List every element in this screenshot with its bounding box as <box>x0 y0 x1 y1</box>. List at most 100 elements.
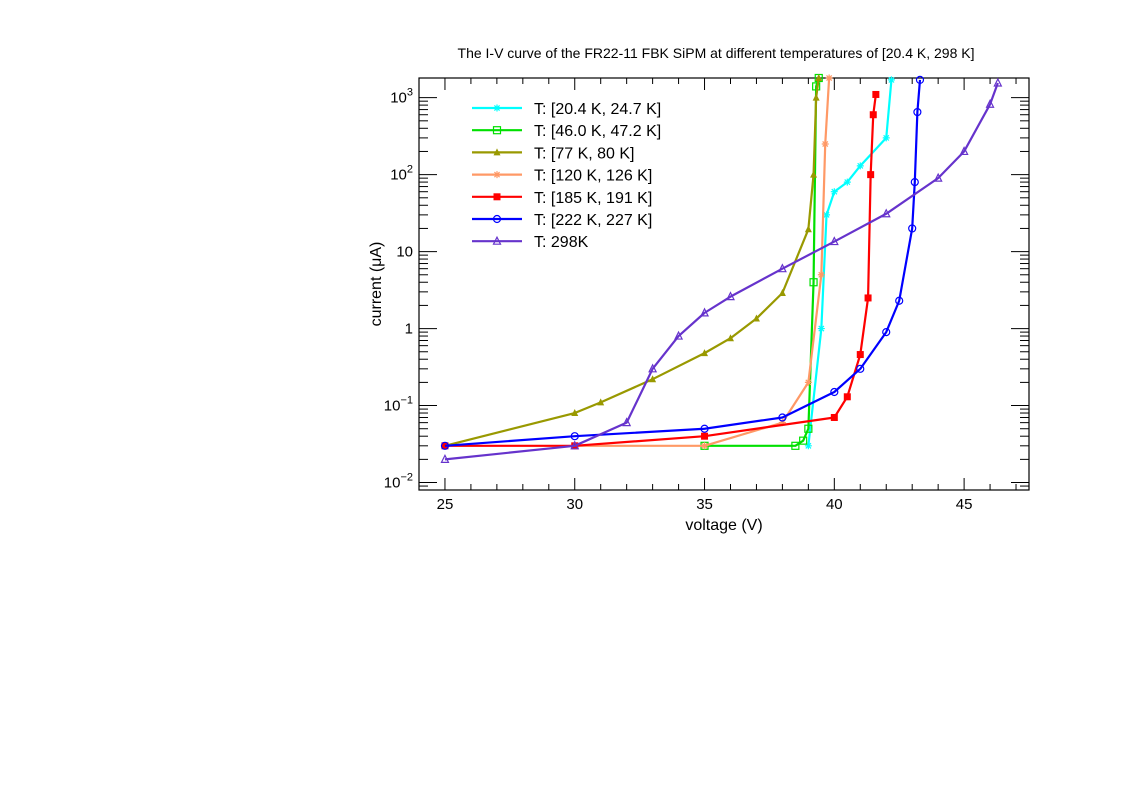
data-point <box>869 111 877 119</box>
data-point <box>701 432 709 440</box>
y-axis-label: current (μA) <box>368 242 385 327</box>
legend-swatch-marker <box>492 214 502 224</box>
series-1 <box>804 76 895 450</box>
data-point <box>570 432 579 441</box>
data-point <box>908 224 917 233</box>
data-point <box>815 74 823 81</box>
data-point <box>810 170 818 178</box>
data-point <box>726 334 734 342</box>
data-point <box>823 211 831 219</box>
data-point <box>872 90 880 98</box>
legend-entry: T: [46.0 K, 47.2 K] <box>472 123 661 140</box>
series-line <box>444 82 999 461</box>
series-line <box>444 77 820 447</box>
legend-swatch-marker <box>492 126 502 135</box>
data-point <box>887 76 895 84</box>
data-point <box>821 140 829 148</box>
data-point <box>804 442 812 450</box>
y-tick-label: 103 <box>390 87 413 107</box>
legend-entry: T: [20.4 K, 24.7 K] <box>472 101 661 118</box>
y-tick-base: 10 <box>390 167 407 184</box>
y-tick-exponent: 2 <box>407 164 413 176</box>
data-point <box>959 146 969 156</box>
legend-label: T: [120 K, 126 K] <box>534 168 652 185</box>
data-point <box>856 364 865 373</box>
chart-title: The I-V curve of the FR22-11 FBK SiPM at… <box>458 45 975 61</box>
data-point <box>778 419 786 427</box>
y-tick-label: 102 <box>390 164 413 184</box>
data-point <box>830 387 839 397</box>
legend-label: T: [222 K, 227 K] <box>534 212 652 229</box>
y-tick-exponent: −2 <box>400 472 413 484</box>
data-point <box>571 409 579 417</box>
x-axis-label: voltage (V) <box>685 517 762 534</box>
data-point <box>985 98 995 108</box>
plot-area <box>418 77 1030 491</box>
x-tick-label: 45 <box>956 496 973 513</box>
data-point <box>895 296 904 305</box>
data-point <box>778 413 787 422</box>
legend-label: T: [20.4 K, 24.7 K] <box>534 101 661 118</box>
legend-entry: T: [185 K, 191 K] <box>472 190 652 207</box>
data-point <box>700 307 710 317</box>
data-point <box>440 454 450 463</box>
plot-frame <box>418 77 1030 491</box>
legend-entry: T: [77 K, 80 K] <box>472 145 635 162</box>
legend-swatch-marker <box>493 193 501 201</box>
data-point <box>830 413 838 421</box>
y-tick-exponent: 3 <box>407 87 413 99</box>
data-point <box>701 349 709 357</box>
data-point <box>597 398 605 406</box>
data-point <box>777 263 787 273</box>
data-point <box>856 351 864 359</box>
data-point <box>993 77 1003 87</box>
legend-swatch-marker <box>493 104 501 112</box>
y-tick-base: 10 <box>384 398 401 415</box>
data-point <box>915 75 925 85</box>
data-point <box>804 424 813 433</box>
series-6 <box>440 75 925 450</box>
data-point <box>913 107 922 117</box>
data-point <box>856 162 864 170</box>
legend-entry: T: 298K <box>472 234 589 251</box>
legend: T: [20.4 K, 24.7 K] T: [46.0 K, 47.2 K] T:… <box>472 101 661 251</box>
series-line <box>444 79 922 447</box>
data-point <box>570 440 580 450</box>
legend-label: T: [185 K, 191 K] <box>534 190 652 207</box>
series-layer <box>440 73 1003 463</box>
data-point <box>674 330 684 340</box>
y-tick-label: 10−2 <box>384 472 413 492</box>
data-point <box>830 188 838 196</box>
data-point <box>825 74 833 82</box>
data-point <box>881 208 891 218</box>
data-point <box>910 177 919 187</box>
legend-entry: T: [120 K, 126 K] <box>472 168 652 185</box>
y-tick-exponent: −1 <box>400 395 413 407</box>
data-point <box>700 424 709 433</box>
data-point <box>649 375 657 383</box>
data-point <box>752 314 760 322</box>
data-point <box>817 325 825 333</box>
series-7 <box>440 77 1003 463</box>
series-line <box>704 77 820 447</box>
data-point <box>882 328 891 337</box>
data-point <box>726 291 735 301</box>
y-tick-label: 10 <box>396 244 413 261</box>
legend-entry: T: [222 K, 227 K] <box>472 212 652 229</box>
data-point <box>867 171 875 179</box>
y-tick-base: 10 <box>390 90 407 107</box>
data-point <box>804 225 812 233</box>
data-point <box>864 294 872 302</box>
x-tick-label: 30 <box>566 496 583 513</box>
legend-swatch-marker <box>493 148 501 156</box>
data-point <box>817 271 825 279</box>
legend-swatch-marker <box>492 235 502 245</box>
data-point <box>843 393 851 401</box>
y-tick-label: 1 <box>405 321 413 338</box>
data-point <box>701 442 709 450</box>
data-point <box>882 134 890 142</box>
data-point <box>809 278 818 287</box>
data-point <box>778 288 786 296</box>
